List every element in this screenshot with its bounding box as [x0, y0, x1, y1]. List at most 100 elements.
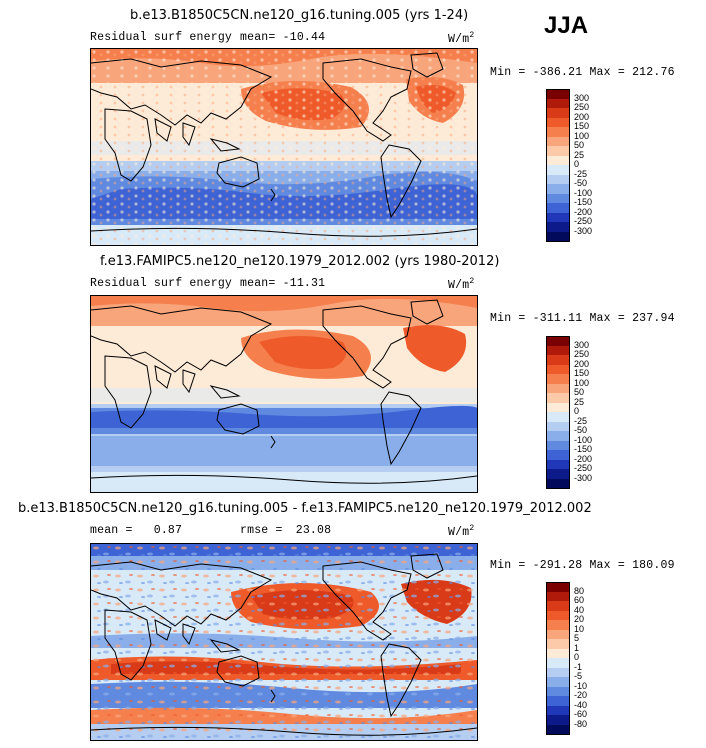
colorbar-tick-label: -100: [574, 187, 593, 198]
panel2-units-exp: 2: [469, 277, 475, 286]
colorbar-swatch: [546, 98, 570, 109]
colorbar-tick-label: -250: [574, 216, 593, 226]
colorbar-tick-label: 200: [574, 358, 590, 369]
colorbar-swatch: [546, 648, 570, 659]
panel3-title: b.e13.B1850C5CN.ne120_g16.tuning.005 - f…: [18, 501, 592, 516]
colorbar-swatch: [546, 174, 570, 185]
colorbar-swatch: [546, 582, 570, 592]
colorbar-tick-label: -40: [574, 699, 588, 710]
colorbar-swatch: [546, 212, 570, 223]
panel1-max-label: Max =: [589, 66, 625, 79]
panel2-map-svg: [91, 296, 477, 492]
colorbar-swatch: [546, 696, 570, 706]
colorbar-tick-label: 25: [574, 396, 585, 407]
colorbar-swatch: [546, 715, 570, 725]
colorbar-tick-label: -150: [574, 197, 593, 207]
panel2-minmax: Min = -311.11 Max = 237.94: [490, 312, 675, 325]
colorbar-tick-label: -100: [574, 434, 593, 445]
colorbar-tick-label: 5: [574, 633, 580, 643]
panel3-mean-label: mean =: [90, 524, 133, 537]
colorbar-tick-label: 250: [574, 349, 590, 359]
panel3-rmse-value: 23.08: [295, 524, 332, 537]
panel2-mean: mean= -11.31: [240, 277, 325, 290]
colorbar-swatch: [546, 127, 570, 137]
panel2-colorbar: 300 250 200 150 100 50 25 0 -25 -50 -100 -150 -200 -2…: [546, 336, 626, 489]
panel1-units-text: W/m: [448, 32, 470, 46]
panel1-map: [90, 48, 478, 246]
colorbar-swatch: [546, 705, 570, 716]
colorbar-swatch: [546, 412, 570, 422]
colorbar-tick-label: -10: [574, 680, 588, 691]
colorbar-swatch: [546, 459, 570, 470]
colorbar-tick-label: 150: [574, 121, 590, 131]
colorbar-tick-label: -200: [574, 453, 593, 464]
panel3-max-label: Max =: [589, 559, 625, 572]
colorbar-swatch: [546, 610, 570, 621]
panel1-units: W/m2: [448, 31, 474, 46]
panel1-variable: Residual surf energy: [90, 31, 233, 44]
colorbar-swatch: [546, 478, 570, 489]
panel3-map-svg: [91, 544, 477, 740]
colorbar-swatch: [546, 393, 570, 403]
colorbar-tick-label: 10: [574, 623, 585, 634]
panel1-colorbar: 300 250 200 150 100 50 25 0 -25 -50 -100 -150 -200 -2…: [546, 89, 626, 242]
colorbar-swatch: [546, 431, 570, 441]
colorbar-swatch: [546, 724, 570, 735]
colorbar-tick-label: 50: [574, 387, 585, 397]
panel3-mean-value: 0.87: [153, 524, 183, 537]
colorbar-tick-label: 0: [574, 159, 580, 169]
colorbar-tick-label: -80: [574, 718, 588, 729]
panel2-units-text: W/m: [448, 278, 470, 292]
colorbar-swatch: [546, 620, 570, 630]
panel3-rmse: rmse = 23.08: [240, 524, 331, 537]
panel2-max-label: Max =: [589, 312, 625, 325]
colorbar-swatch: [546, 440, 570, 451]
colorbar-tick-label: -300: [574, 225, 593, 236]
colorbar-tick-label: 0: [574, 406, 580, 416]
panel1-mean-value: -10.44: [282, 31, 326, 44]
colorbar-tick-label: -300: [574, 472, 593, 483]
panel2-title: f.e13.FAMIPC5.ne120_ne120.1979_2012.002 …: [100, 254, 500, 269]
colorbar-tick-label: 150: [574, 368, 590, 378]
colorbar-swatch: [546, 146, 570, 156]
panel3-units-text: W/m: [448, 525, 470, 539]
colorbar-tick-label: -50: [574, 425, 588, 435]
colorbar-swatch: [546, 345, 570, 356]
colorbar-swatch: [546, 686, 570, 697]
colorbar-tick-label: -5: [574, 671, 583, 681]
colorbar-tick-label: -25: [574, 415, 588, 426]
panel3-units-exp: 2: [469, 524, 475, 533]
colorbar-swatch: [546, 450, 570, 460]
colorbar-tick-label: 200: [574, 111, 590, 122]
colorbar-swatch: [546, 639, 570, 649]
colorbar-swatch: [546, 421, 570, 432]
colorbar-tick-label: 80: [574, 585, 585, 596]
colorbar-tick-label: 250: [574, 102, 590, 112]
panel3-colorbar: 80 60 40 20 10 5 1 0 -1 -5 -10 -20 -40 -60 -80: [546, 582, 626, 735]
colorbar-swatch: [546, 629, 570, 640]
panel3-minmax: Min = -291.28 Max = 180.09: [490, 559, 675, 572]
panel2-mean-value: -11.31: [282, 277, 326, 290]
panel3-min-value: -291.28: [532, 559, 583, 572]
colorbar-swatch: [546, 231, 570, 242]
panel3-units: W/m2: [448, 524, 474, 539]
colorbar-tick-label: 40: [574, 604, 585, 615]
panel1-max-value: 212.76: [632, 66, 675, 79]
colorbar-tick-label: -200: [574, 206, 593, 217]
colorbar-swatch: [546, 184, 570, 194]
colorbar-swatch: [546, 108, 570, 118]
colorbar-swatch: [546, 667, 570, 678]
panel2-mean-label: mean=: [240, 277, 276, 290]
panel1-units-exp: 2: [469, 31, 475, 40]
colorbar-swatch: [546, 155, 570, 166]
colorbar-swatch: [546, 193, 570, 204]
panel1-min-label: Min =: [490, 66, 526, 79]
colorbar-tick-label: 60: [574, 595, 585, 605]
colorbar-swatch: [546, 222, 570, 232]
colorbar-tick-label: 300: [574, 339, 590, 350]
colorbar-swatch: [546, 591, 570, 602]
panel3-max-value: 180.09: [632, 559, 675, 572]
colorbar-tick-label: 25: [574, 149, 585, 160]
panel2-map: [90, 295, 478, 493]
colorbar-tick-label: -250: [574, 463, 593, 473]
